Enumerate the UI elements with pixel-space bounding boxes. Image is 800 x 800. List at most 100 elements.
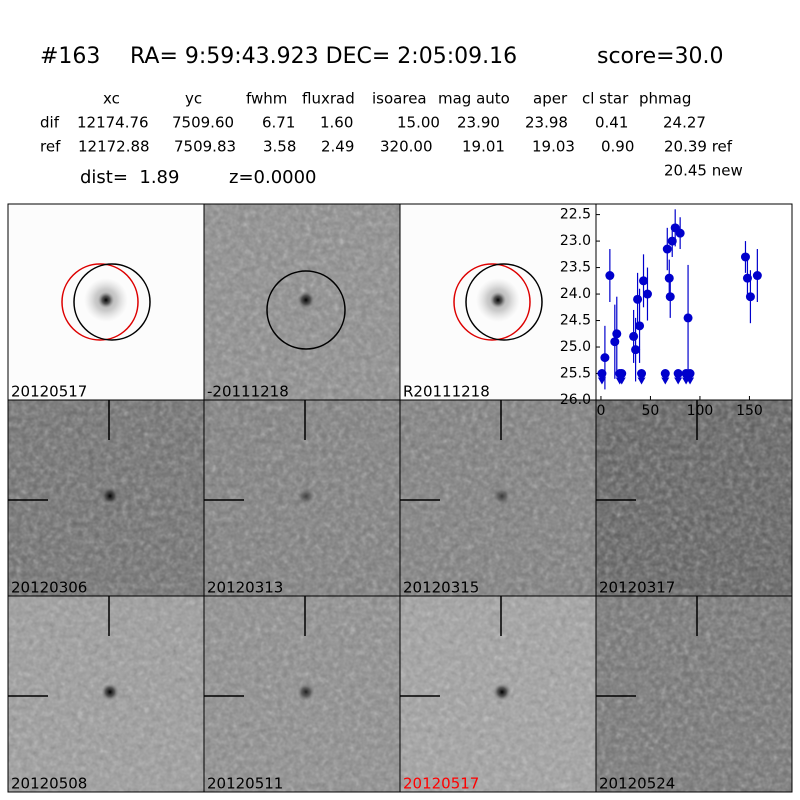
coords: RA= 9:59:43.923 DEC= 2:05:09.16 (130, 44, 517, 69)
panel-label: R20111218 (403, 383, 490, 401)
upper-limit (617, 369, 627, 379)
limit-arrow (661, 377, 670, 385)
upper-limit (637, 369, 647, 379)
table-cell: 19.01 (462, 138, 505, 156)
detection (631, 345, 641, 355)
detection (605, 271, 615, 281)
detection (667, 236, 677, 246)
table-cell: 15.00 (397, 114, 440, 132)
detection (665, 292, 675, 302)
column-header: fluxrad (302, 90, 355, 108)
aperture (465, 263, 543, 341)
x-tick-label: 0 (596, 403, 605, 419)
panel-label: 20120517 (403, 775, 479, 793)
source (297, 683, 315, 701)
limit-arrow (617, 377, 626, 385)
table-cell: 12174.76 (77, 114, 149, 132)
detection (745, 292, 755, 302)
y-tick-label: 24.0 (560, 286, 591, 302)
detection (664, 273, 674, 283)
y-tick-label: 25.0 (560, 339, 591, 355)
source (101, 683, 119, 701)
column-header: xc (103, 90, 120, 108)
y-tick-label: 26.0 (560, 392, 591, 408)
source (490, 292, 506, 308)
limit-arrow (686, 377, 695, 385)
table-cell: 6.71 (262, 114, 295, 132)
table-cell: 23.98 (525, 114, 568, 132)
table-cell: 1.60 (320, 114, 353, 132)
source (101, 487, 119, 505)
ref-aperture (453, 263, 531, 341)
table-cell: 0.90 (601, 138, 634, 156)
y-tick-label: 24.5 (560, 313, 591, 329)
detection (683, 313, 693, 323)
table-cell: 7509.60 (172, 114, 234, 132)
table-cell: 19.03 (532, 138, 575, 156)
redshift: z=0.0000 (229, 167, 317, 188)
phmag-new: 20.45 new (664, 162, 743, 180)
column-header: phmag (639, 90, 691, 108)
table-cell: 3.58 (263, 138, 296, 156)
panel-label: 20120306 (11, 579, 87, 597)
panel-label: 20120317 (599, 579, 675, 597)
column-header: mag auto (438, 90, 510, 108)
light-curve (597, 209, 762, 390)
column-header: cl star (582, 90, 629, 108)
limit-arrow (674, 377, 683, 385)
detection (740, 252, 750, 262)
x-tick-label: 50 (642, 403, 660, 419)
source (493, 683, 511, 701)
detection (639, 276, 649, 286)
panel-label: 20120315 (403, 579, 479, 597)
detection (742, 273, 752, 283)
detection (600, 353, 610, 363)
panel-label: 20120313 (207, 579, 283, 597)
id: #163 (40, 44, 100, 69)
upper-limit (685, 369, 695, 379)
table-cell: 320.00 (380, 138, 433, 156)
y-tick-label: 22.5 (560, 207, 591, 223)
limit-arrow (637, 377, 646, 385)
source (297, 487, 315, 505)
panel-label: 20120508 (11, 775, 87, 793)
y-tick-label: 23.0 (560, 233, 591, 249)
plot-bg (596, 204, 792, 400)
x-tick-label: 150 (736, 403, 763, 419)
column-header: yc (185, 90, 202, 108)
image-noise (596, 400, 792, 596)
panel-border (595, 595, 793, 793)
y-tick-label: 25.5 (560, 366, 591, 382)
x-tick-label: 100 (687, 403, 714, 419)
table-cell: 24.27 (663, 114, 706, 132)
detection (662, 244, 672, 254)
table-cell: 0.41 (595, 114, 628, 132)
table-cell: 12172.88 (78, 138, 150, 156)
detection (629, 331, 639, 341)
column-header: fwhm (246, 90, 287, 108)
source (297, 291, 315, 309)
panel-label: -20111218 (207, 383, 289, 401)
column-header: isoarea (372, 90, 427, 108)
detection (612, 329, 622, 339)
detection (675, 228, 685, 238)
panel-label: 20120524 (599, 775, 675, 793)
detection (642, 289, 652, 299)
table-cell: 7509.83 (174, 138, 236, 156)
table-cell: 2.49 (321, 138, 354, 156)
table-cell: dif (40, 114, 60, 132)
limit-arrow (597, 377, 606, 385)
detection (752, 271, 762, 281)
column-header: aper (533, 90, 568, 108)
table-cell: 23.90 (457, 114, 500, 132)
panel-label: 20120511 (207, 775, 283, 793)
image-noise (596, 596, 792, 792)
y-tick-label: 23.5 (560, 260, 591, 276)
detection (635, 321, 645, 331)
table-cell: ref (40, 138, 61, 156)
ref-aperture (61, 263, 139, 341)
score: score=30.0 (597, 44, 724, 69)
dist: dist= 1.89 (80, 167, 179, 188)
aperture (73, 263, 151, 341)
